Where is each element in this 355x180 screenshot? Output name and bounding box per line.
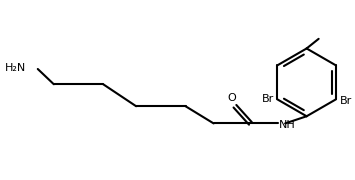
Text: O: O <box>228 93 236 103</box>
Text: Br: Br <box>262 94 274 104</box>
Text: Br: Br <box>339 96 352 106</box>
Text: H₂N: H₂N <box>5 63 26 73</box>
Text: NH: NH <box>279 120 295 130</box>
